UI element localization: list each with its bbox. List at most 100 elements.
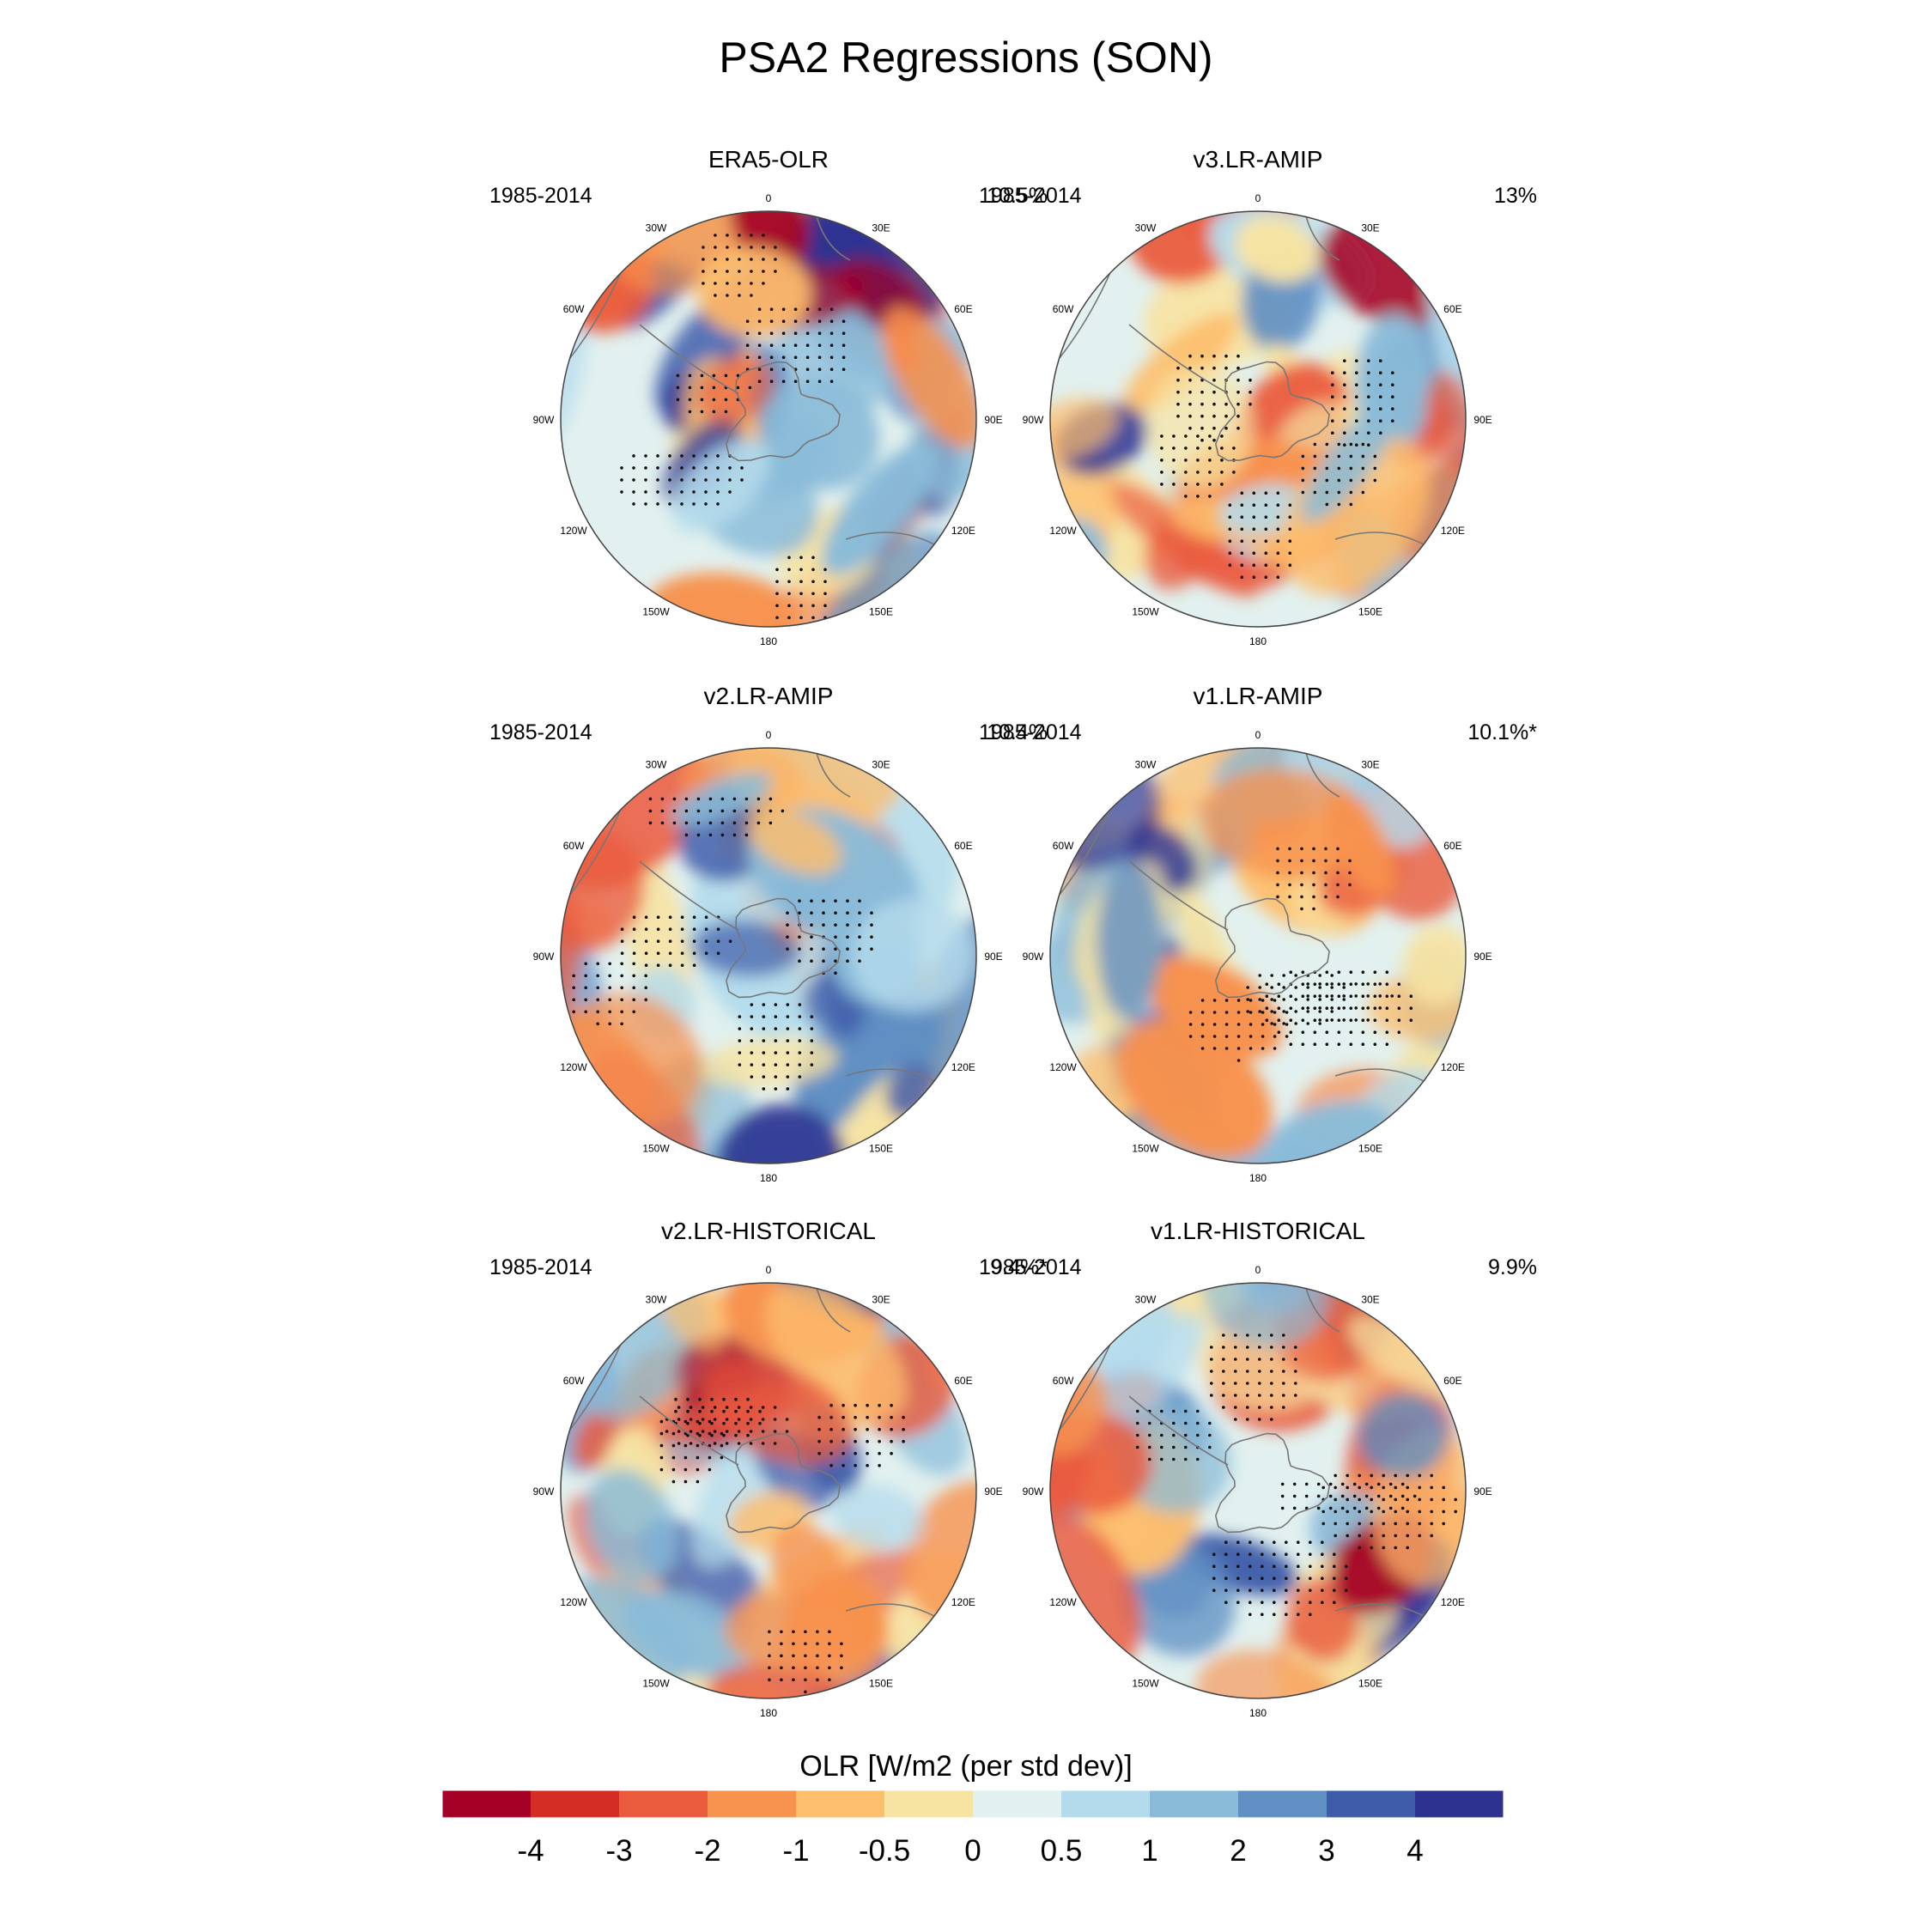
stipple-dot <box>677 1442 681 1445</box>
stipple-dot <box>1184 447 1188 450</box>
stipple-dot <box>732 809 737 813</box>
stipple-dot <box>1276 491 1280 495</box>
stipple-dot <box>1325 994 1329 998</box>
stipple-dot <box>672 821 677 825</box>
stipple-dot <box>1196 459 1200 462</box>
stipple-dot <box>700 374 704 378</box>
longitude-label: 90E <box>984 414 1002 426</box>
stipple-dot <box>829 1403 833 1407</box>
stipple-dot <box>1442 1510 1445 1514</box>
stipple-dot <box>1333 1564 1336 1568</box>
stipple-dot <box>1313 490 1317 495</box>
stipple-dot <box>724 410 728 414</box>
stipple-dot <box>1280 1482 1285 1486</box>
stipple-dot <box>773 1418 777 1421</box>
stipple-dot <box>1270 974 1273 977</box>
stipple-dot <box>798 947 801 951</box>
stipple-dot <box>1236 1023 1241 1026</box>
stipple-dot <box>1333 1577 1336 1580</box>
stipple-dot <box>1258 1358 1261 1361</box>
stipple-dot <box>1160 447 1163 450</box>
stipple-dot <box>1367 431 1370 435</box>
panel-period: 1985-2014 <box>489 720 592 744</box>
stipple-dot <box>1313 442 1317 447</box>
stipple-dot <box>1378 1006 1382 1010</box>
stipple-dot <box>817 1415 821 1419</box>
stipple-dot <box>1208 447 1212 450</box>
stipple-dot <box>1373 1006 1377 1010</box>
stipple-dot <box>823 592 827 596</box>
stipple-dot <box>1176 390 1180 394</box>
stipple-dot <box>1366 982 1370 986</box>
stipple-dot <box>1442 1485 1445 1490</box>
stipple-dot <box>680 963 684 967</box>
stipple-dot <box>1346 1510 1349 1514</box>
panel-period: 1985-2014 <box>489 1255 592 1279</box>
longitude-label: 0 <box>1255 1264 1261 1276</box>
stipple-dot <box>762 246 765 249</box>
colorbar <box>441 1790 1504 1819</box>
stipple-dot <box>1385 1006 1389 1010</box>
stipple-dot <box>620 986 623 990</box>
stipple-dot <box>644 478 647 482</box>
stipple-dot <box>822 959 825 963</box>
stipple-dot <box>1325 454 1329 459</box>
stipple-dot <box>1276 503 1280 507</box>
stipple-dot <box>1220 459 1224 462</box>
stipple-dot <box>1318 1006 1321 1010</box>
stipple-dot <box>1379 359 1382 362</box>
stipple-dot <box>1304 1482 1309 1486</box>
stipple-dot <box>866 1415 869 1419</box>
stipple-dot <box>1312 895 1315 899</box>
stipple-dot <box>1196 447 1200 450</box>
stipple-dot <box>1334 1473 1337 1478</box>
stipple-dot <box>659 1467 664 1472</box>
olr-anomaly-field <box>561 1283 976 1698</box>
stipple-dot <box>890 1427 893 1431</box>
stipple-dot <box>840 1666 843 1670</box>
stipple-dot <box>684 809 689 813</box>
stipple-dot <box>870 935 873 939</box>
stipple-dot <box>1394 1534 1397 1538</box>
stipple-dot <box>1273 1589 1276 1592</box>
stipple-dot <box>737 1406 741 1409</box>
stipple-dot <box>596 962 599 966</box>
stipple-dot <box>1200 414 1204 418</box>
stipple-dot <box>1208 471 1212 474</box>
stipple-dot <box>1313 1006 1317 1010</box>
stipple-dot <box>1200 366 1204 370</box>
stipple-dot <box>1361 466 1365 471</box>
stipple-dot <box>804 1678 807 1682</box>
stipple-dot <box>1265 1006 1269 1010</box>
anomaly-region <box>1426 371 1466 482</box>
stipple-dot <box>804 1642 807 1646</box>
panel-period: 1985-2014 <box>489 184 592 208</box>
stipple-dot <box>1222 1358 1225 1361</box>
stipple-dot <box>1188 402 1192 406</box>
stipple-dot <box>1318 986 1321 989</box>
stipple-dot <box>722 1409 726 1413</box>
stipple-dot <box>858 911 861 914</box>
stipple-dot <box>786 1087 790 1091</box>
africa-coastline <box>815 1284 851 1333</box>
stipple-dot <box>786 923 789 927</box>
stipple-dot <box>1355 359 1358 362</box>
stipple-dot <box>644 915 648 919</box>
stipple-dot <box>1288 859 1291 863</box>
stipple-dot <box>781 380 786 384</box>
stipple-dot <box>1400 1494 1405 1498</box>
stipple-dot <box>1224 1023 1229 1026</box>
stipple-dot <box>762 270 765 273</box>
stipple-dot <box>798 1063 802 1066</box>
stipple-dot <box>866 1451 869 1455</box>
stipple-dot <box>732 833 737 837</box>
stipple-dot <box>620 974 623 978</box>
stipple-dot <box>1367 359 1370 362</box>
anomaly-region <box>1234 216 1319 283</box>
panel-variance-percent: 9.4%* <box>990 1255 1048 1279</box>
stipple-dot <box>684 833 689 837</box>
stipple-dot <box>1355 395 1358 399</box>
stipple-dot <box>786 1063 790 1066</box>
longitude-label: 90E <box>1473 414 1492 426</box>
anomaly-region <box>851 898 975 1012</box>
